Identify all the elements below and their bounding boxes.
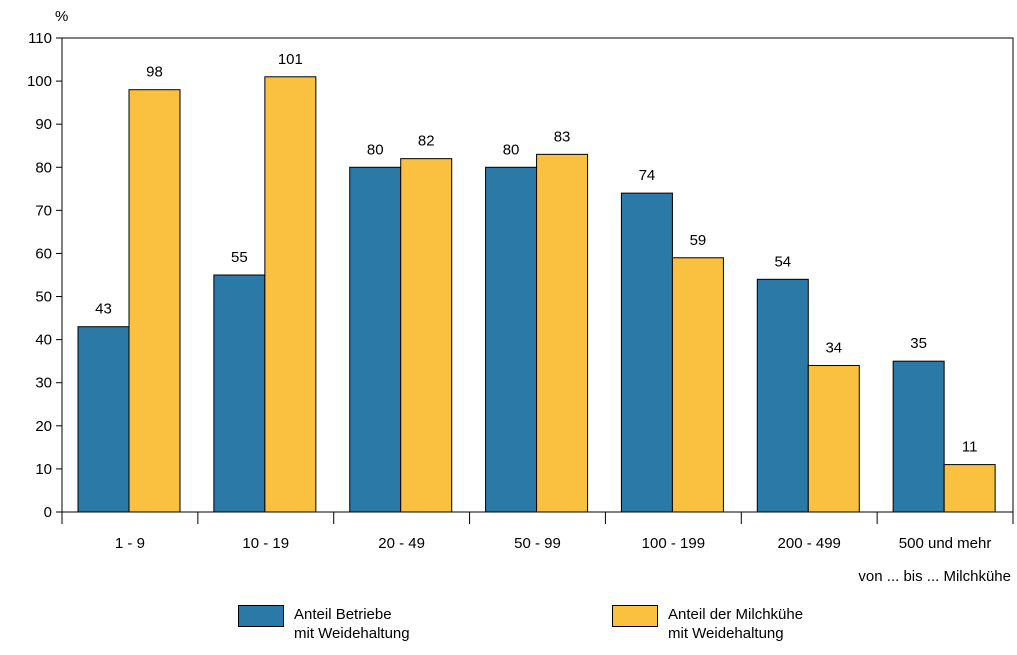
bar (77, 326, 130, 513)
bar (620, 192, 673, 513)
y-tick-label: 20 (35, 418, 52, 435)
data-label: 55 (231, 249, 248, 266)
x-tick-label: 20 - 49 (378, 535, 425, 552)
y-tick-label: 80 (35, 159, 52, 176)
data-label: 54 (774, 253, 791, 270)
x-tick-label: 200 - 499 (778, 535, 841, 552)
y-tick-label: 40 (35, 332, 52, 349)
y-tick-label: 0 (44, 504, 52, 521)
data-label: 74 (639, 167, 656, 184)
data-label: 98 (146, 64, 163, 81)
bar (128, 89, 181, 513)
bar (536, 153, 589, 513)
legend-label-line: mit Weidehaltung (294, 625, 410, 642)
data-label: 83 (554, 128, 571, 145)
data-label: 35 (910, 335, 927, 352)
y-tick-label: 100 (27, 73, 52, 90)
legend-label-line: mit Weidehaltung (668, 625, 784, 642)
legend-label-line: Anteil der Milchkühe (668, 606, 804, 623)
y-tick-label: 30 (35, 375, 52, 392)
bar (943, 464, 996, 513)
legend-label-line: Anteil Betriebe (294, 606, 392, 623)
y-tick-label: 10 (35, 461, 52, 478)
legend-swatch-milchkuehe (612, 605, 658, 627)
bar (485, 166, 538, 513)
data-label: 80 (367, 141, 384, 158)
bar (807, 364, 860, 513)
bar (756, 278, 809, 513)
bar (349, 166, 402, 513)
y-axis-unit-label: % (55, 8, 69, 25)
bar (892, 360, 945, 513)
x-tick-label: 100 - 199 (642, 535, 705, 552)
legend-label-betriebe: Anteil Betriebe mit Weidehaltung (294, 605, 410, 643)
y-tick-label: 70 (35, 202, 52, 219)
legend-swatch-betriebe (238, 605, 284, 627)
data-label: 82 (418, 133, 435, 150)
bar (400, 158, 453, 513)
y-tick-label: 60 (35, 245, 52, 262)
x-axis-unit-label: von ... bis ... Milchkühe (858, 568, 1011, 585)
bar (213, 274, 266, 513)
x-tick-label: 500 und mehr (899, 535, 992, 552)
bar-chart: 0 10 20 30 40 50 60 70 80 90 100 110 1 - 9 10 - 19 20 … (27, 30, 1014, 552)
x-tick-label: 10 - 19 (242, 535, 289, 552)
legend-label-milchkuehe: Anteil der Milchkühe mit Weidehaltung (668, 605, 803, 643)
data-label: 101 (278, 51, 303, 68)
data-label: 80 (503, 141, 520, 158)
data-label: 43 (95, 301, 112, 318)
x-tick-label: 50 - 99 (514, 535, 561, 552)
data-label: 11 (962, 439, 978, 456)
bar (671, 257, 724, 513)
bar (264, 76, 317, 513)
x-tick-label: 1 - 9 (115, 535, 145, 552)
y-tick-label: 110 (28, 30, 52, 47)
y-tick-label: 50 (35, 289, 52, 306)
data-label: 59 (690, 232, 707, 249)
legend-item-betriebe: Anteil Betriebe mit Weidehaltung (238, 605, 410, 643)
y-tick-label: 90 (35, 116, 52, 133)
legend-item-milchkuehe: Anteil der Milchkühe mit Weidehaltung (612, 605, 803, 643)
data-label: 34 (825, 339, 842, 356)
